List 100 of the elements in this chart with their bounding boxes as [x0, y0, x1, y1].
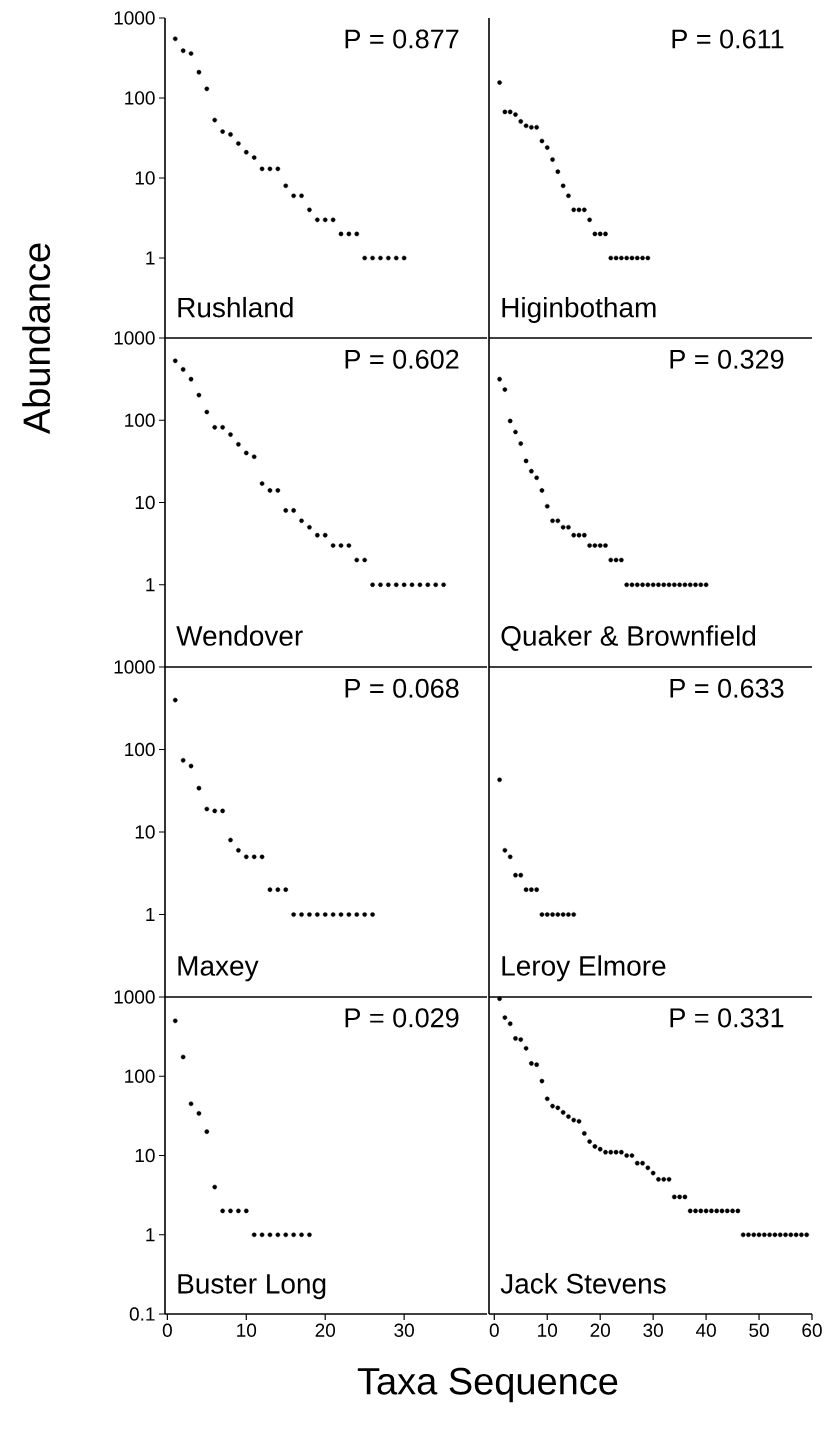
point [539, 1078, 545, 1084]
point [259, 481, 265, 486]
point [518, 441, 524, 446]
point [735, 1208, 741, 1214]
point [243, 450, 249, 456]
point [196, 785, 202, 791]
point [267, 887, 273, 892]
point [582, 207, 587, 213]
point [571, 912, 577, 917]
point [550, 1103, 555, 1109]
x-tick-label: 20 [590, 1323, 611, 1337]
point [518, 119, 524, 124]
point [236, 141, 241, 146]
point [661, 1177, 667, 1182]
annotation: P = 0.611 [672, 29, 784, 49]
point [220, 129, 225, 134]
point [672, 582, 677, 588]
point [212, 1184, 218, 1190]
point [251, 854, 257, 860]
text: Maxey [178, 956, 259, 982]
point [793, 1232, 799, 1238]
point [196, 392, 202, 398]
point [544, 912, 550, 917]
point [661, 582, 667, 588]
y-tick-label: 1 [146, 1228, 155, 1242]
y-tick-label: 100 [125, 413, 155, 427]
point [560, 524, 566, 530]
point [236, 1208, 241, 1214]
point [502, 109, 508, 115]
x-tick-label: 10 [237, 1323, 257, 1337]
point [267, 1232, 273, 1238]
point [555, 1105, 561, 1111]
point [587, 217, 592, 223]
annotation: P = 0.602 [345, 349, 459, 369]
point [550, 518, 555, 524]
point [283, 508, 289, 513]
point [243, 1208, 249, 1214]
point [180, 367, 186, 372]
point [220, 425, 225, 430]
point [370, 912, 375, 917]
point [354, 231, 360, 237]
point [204, 806, 210, 812]
point [624, 255, 629, 261]
point [196, 69, 202, 75]
y-tick-label: 1000 [114, 990, 155, 1004]
point [507, 854, 513, 860]
point [762, 1232, 767, 1238]
point [513, 112, 518, 117]
point [315, 217, 320, 223]
point [555, 518, 561, 524]
point [746, 1232, 751, 1238]
point [634, 1160, 640, 1166]
point [544, 145, 550, 150]
point [212, 425, 218, 430]
point [560, 1110, 566, 1115]
annotation: P = 0.068 [345, 678, 459, 698]
point [409, 582, 415, 588]
point [650, 1170, 656, 1176]
point [629, 582, 635, 588]
point [433, 582, 438, 588]
point [698, 1208, 704, 1214]
point [634, 582, 640, 588]
point [703, 582, 709, 588]
point [346, 543, 352, 548]
point [656, 1177, 661, 1182]
point [534, 125, 539, 130]
point [513, 1036, 518, 1041]
point [236, 441, 241, 447]
point [338, 231, 344, 237]
point [597, 1146, 603, 1152]
point [619, 255, 624, 261]
point [751, 1232, 757, 1238]
text: Buster Long [178, 1274, 326, 1300]
point [228, 432, 233, 437]
point [212, 808, 218, 814]
point [629, 255, 635, 261]
point [719, 1208, 725, 1214]
point [539, 138, 545, 144]
y-tick-label: 100 [125, 1069, 155, 1083]
point [571, 207, 577, 213]
point [687, 1208, 693, 1214]
point [386, 582, 391, 588]
x-tick-label: 30 [394, 1323, 414, 1337]
point [212, 117, 218, 123]
point [188, 763, 194, 769]
point [362, 255, 367, 261]
point [534, 475, 539, 481]
point [401, 255, 407, 261]
point [624, 582, 629, 588]
point [560, 183, 566, 189]
point [788, 1232, 794, 1238]
point [682, 1194, 688, 1200]
point [619, 1149, 624, 1155]
point [172, 697, 178, 703]
point [307, 912, 312, 917]
point [346, 231, 352, 237]
point [566, 912, 571, 917]
point [251, 155, 257, 160]
point [534, 1062, 539, 1067]
text: Higinbotham [502, 296, 656, 323]
